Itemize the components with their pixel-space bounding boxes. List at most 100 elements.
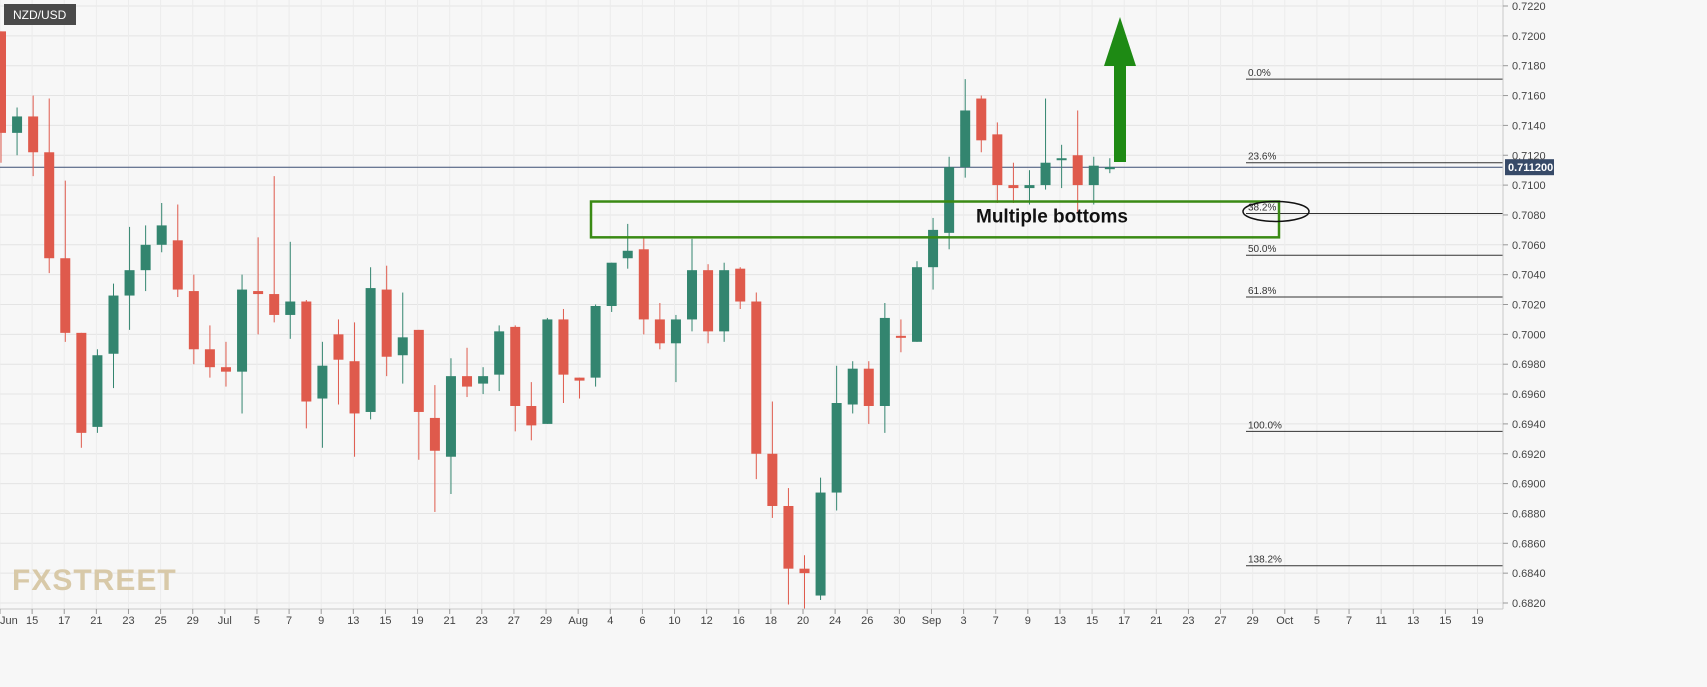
y-tick-label: 0.6860: [1512, 538, 1546, 550]
candle-body: [204, 349, 215, 368]
candle: [960, 79, 971, 178]
current-price-tag: 0.711200: [1505, 159, 1554, 176]
candle-body: [879, 317, 890, 406]
candle-body: [863, 368, 874, 406]
x-tick-label: 24: [829, 615, 841, 627]
candle: [1088, 156, 1099, 205]
x-tick-label: 13: [1407, 615, 1419, 627]
y-tick-label: 0.7120: [1512, 150, 1546, 162]
candle: [911, 261, 922, 342]
candle: [445, 358, 456, 495]
candle: [478, 367, 489, 395]
candle: [1072, 110, 1083, 212]
x-tick-label: 21: [90, 615, 102, 627]
x-tick-label: 23: [1182, 615, 1194, 627]
fibonacci-levels: 0.0% 23.6% 38.2% 50.0% 61.8% 100.0% 138.2%: [0, 68, 1503, 567]
candle-body: [462, 376, 473, 387]
y-tick-label: 0.6980: [1512, 359, 1546, 371]
candle-body: [976, 98, 987, 141]
candle-body: [590, 305, 601, 378]
y-tick-label: 0.7080: [1512, 210, 1546, 222]
y-tick-label: 0.7140: [1512, 120, 1546, 132]
candle-body: [317, 365, 328, 399]
candle: [1024, 170, 1035, 205]
candle-body: [751, 301, 762, 454]
x-tick-label: 9: [1025, 615, 1031, 627]
symbol-label: NZD/USD: [13, 8, 67, 22]
watermark-logo: FXSTREET: [12, 564, 177, 597]
x-tick-label: 20: [797, 615, 809, 627]
candle-body: [960, 110, 971, 168]
candle-body: [365, 288, 376, 412]
candle: [188, 274, 199, 365]
candle-body: [847, 368, 858, 405]
y-tick-label: 0.7020: [1512, 300, 1546, 312]
candle-body: [542, 319, 553, 424]
x-tick-label: 23: [476, 615, 488, 627]
candle-body: [76, 332, 87, 433]
x-tick-label: 29: [187, 615, 199, 627]
candle-body: [124, 270, 135, 296]
x-tick-label: Aug: [568, 615, 588, 627]
y-tick-label: 0.6880: [1512, 508, 1546, 520]
price-axis: 0.7220 0.7200 0.7180 0.7160 0.7140 0.7120 0.71…: [1503, 1, 1546, 610]
candle: [12, 107, 23, 156]
x-tick-label: 3: [961, 615, 967, 627]
candle-body: [445, 376, 456, 457]
candle: [992, 122, 1003, 204]
candle: [944, 156, 955, 250]
candle: [606, 262, 617, 312]
candle: [253, 237, 264, 335]
x-tick-label: 13: [347, 615, 359, 627]
candle: [333, 319, 344, 405]
x-tick-label: 7: [1346, 615, 1352, 627]
y-tick-label: 0.7200: [1512, 31, 1546, 43]
y-tick-label: 0.6820: [1512, 598, 1546, 610]
x-tick-label: 15: [1086, 615, 1098, 627]
candle-body: [1008, 185, 1019, 189]
x-tick-label: 23: [122, 615, 134, 627]
candle: [542, 317, 553, 424]
candle-body: [0, 31, 6, 133]
y-tick-label: 0.6960: [1512, 389, 1546, 401]
candle-body: [220, 367, 231, 372]
x-tick-label: 16: [733, 615, 745, 627]
candle: [381, 265, 392, 377]
candle: [397, 292, 408, 384]
x-tick-label: 25: [154, 615, 166, 627]
candle: [703, 264, 714, 344]
symbol-label-background: [4, 4, 76, 25]
x-tick-label: 19: [411, 615, 423, 627]
x-tick-label: Jun: [0, 615, 18, 627]
candle-body: [333, 334, 344, 360]
candle-body: [895, 335, 906, 338]
x-tick-label: 12: [701, 615, 713, 627]
candle: [847, 361, 858, 414]
x-tick-label: 15: [26, 615, 38, 627]
candle-body: [44, 152, 55, 259]
current-price-tag-background: [1505, 159, 1554, 176]
y-tick-label: 0.7220: [1512, 1, 1546, 13]
candle-body: [638, 249, 649, 320]
x-tick-label: 18: [765, 615, 777, 627]
candle-body: [992, 134, 1003, 186]
candle: [1008, 162, 1019, 204]
candle: [349, 322, 360, 457]
candle-body: [349, 361, 360, 414]
fib-38-highlight-ellipse: [1242, 200, 1310, 223]
candle-body: [429, 417, 440, 451]
time-axis: Jun 15 17 21 23 25 29 Jul 5 7 9 13 15 19 21 23 27 29 Aug 4 6…: [0, 609, 1484, 627]
candle-body: [92, 355, 103, 427]
candle: [0, 31, 6, 163]
y-tick-label: 0.7100: [1512, 180, 1546, 192]
y-tick-label: 0.6840: [1512, 568, 1546, 580]
candle: [140, 225, 151, 292]
candle: [429, 385, 440, 512]
candle: [28, 95, 39, 177]
fib-level-label: 138.2%: [1248, 555, 1282, 566]
fib-level-label: 100.0%: [1248, 420, 1282, 431]
x-tick-label: 29: [540, 615, 552, 627]
candle-body: [381, 289, 392, 357]
candle: [317, 341, 328, 448]
